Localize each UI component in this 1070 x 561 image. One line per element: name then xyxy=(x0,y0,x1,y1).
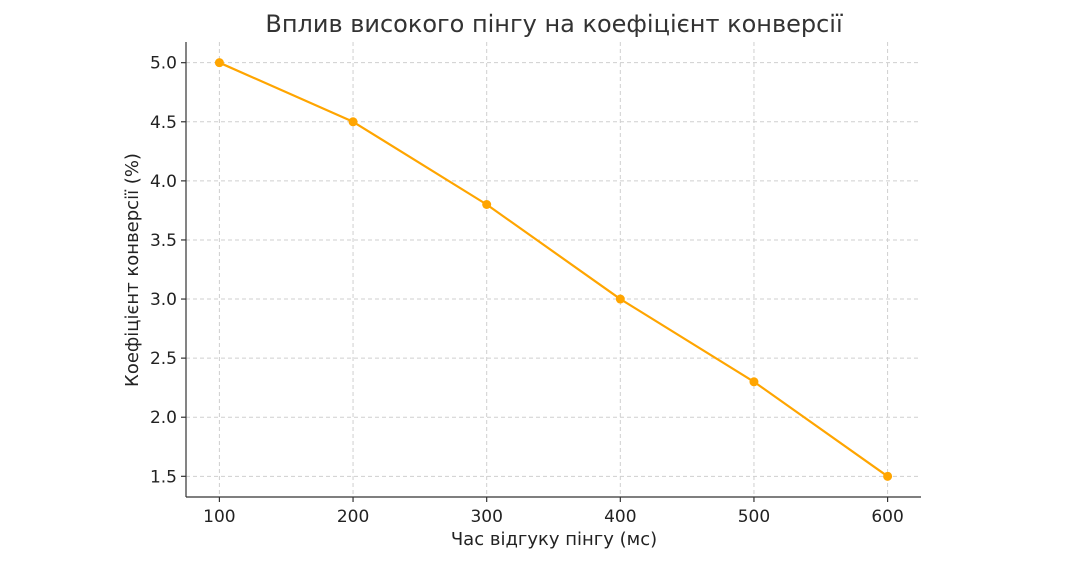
x-tick-label: 200 xyxy=(337,507,369,527)
series-layer xyxy=(214,58,893,481)
data-point xyxy=(214,58,224,68)
grid-layer xyxy=(186,42,921,497)
y-tick-label: 4.5 xyxy=(150,113,177,133)
x-tick-label: 600 xyxy=(871,507,903,527)
y-tick-label: 4.0 xyxy=(150,172,177,192)
y-axis-title: Коефіцієнт конверсії (%) xyxy=(122,153,143,387)
data-point xyxy=(615,294,625,304)
y-tick-label: 3.5 xyxy=(150,231,177,251)
y-tick-label: 1.5 xyxy=(150,467,177,487)
y-tick-label: 2.0 xyxy=(150,408,177,428)
x-tick-label: 300 xyxy=(470,507,502,527)
y-tick-label: 2.5 xyxy=(150,349,177,369)
x-tick-label: 100 xyxy=(203,507,235,527)
data-point xyxy=(749,377,759,387)
y-tick-label: 5.0 xyxy=(150,54,177,74)
x-axis-title: Час відгуку пінгу (мс) xyxy=(451,529,657,550)
x-tick-label: 400 xyxy=(604,507,636,527)
data-point xyxy=(348,117,358,127)
y-tick-label: 3.0 xyxy=(150,290,177,310)
ticks-layer: 100 200 300 400 500 600 1.5 2.0 2.5 3.0 3.5 4.0 4.5 5… xyxy=(150,54,904,527)
data-point xyxy=(883,471,893,481)
series-line xyxy=(218,61,889,478)
axes-layer xyxy=(185,42,921,498)
chart-title: Вплив високого пінгу на коефіцієнт конве… xyxy=(265,10,843,38)
data-point xyxy=(482,200,492,209)
x-tick-label: 500 xyxy=(738,507,770,527)
